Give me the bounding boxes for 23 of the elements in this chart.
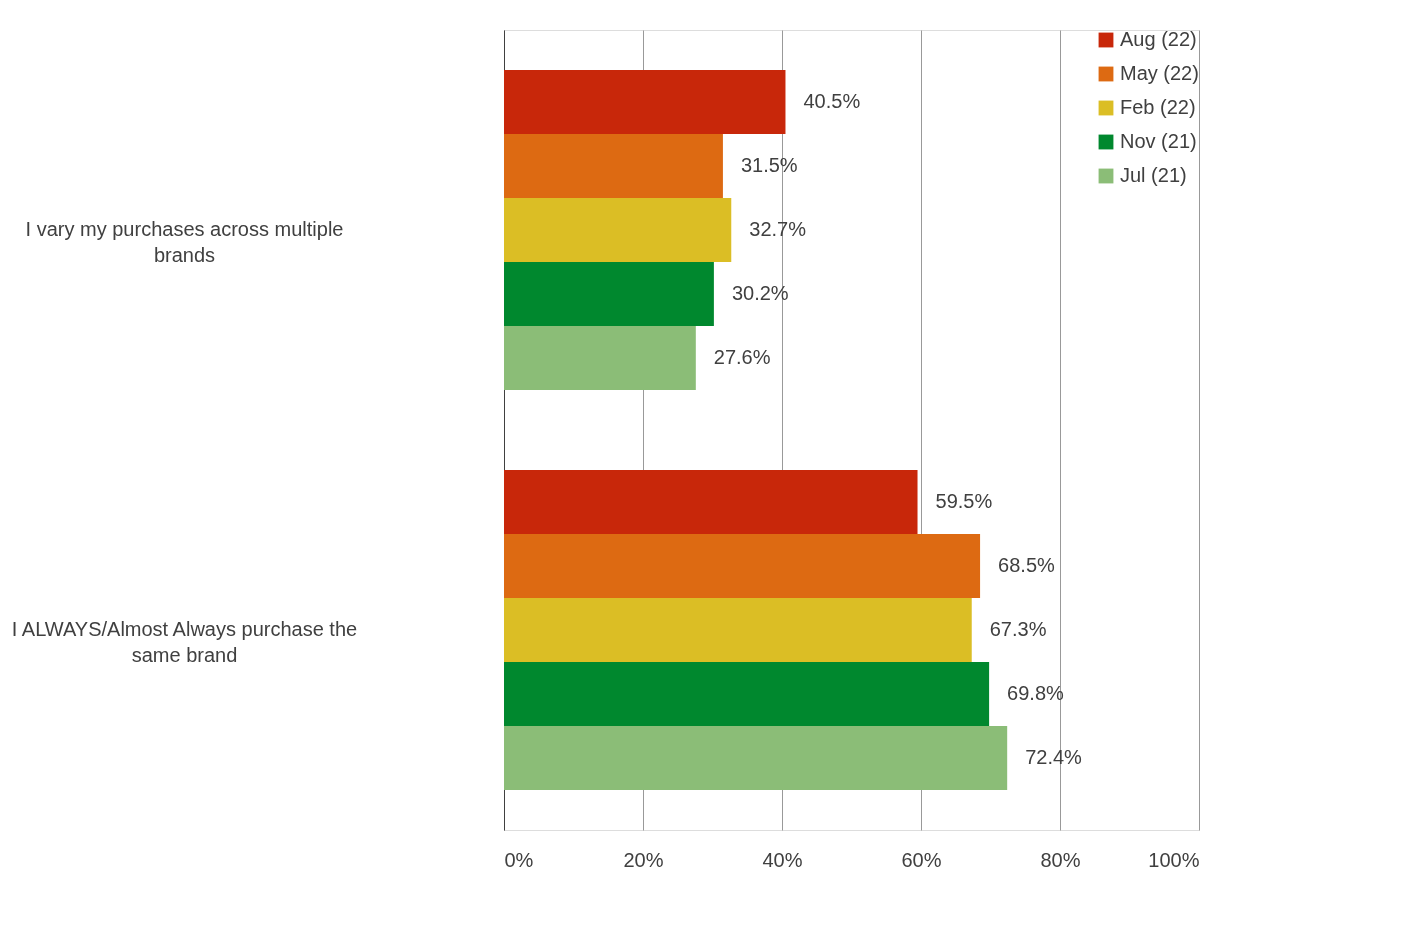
- data-label: 27.6%: [713, 346, 771, 368]
- x-tick-label: 80%: [1040, 848, 1081, 871]
- legend-label: Jul (21): [1120, 164, 1187, 186]
- legend-label: Feb (22): [1120, 96, 1196, 118]
- legend-label: Nov (21): [1120, 130, 1197, 152]
- x-tick-label: 40%: [762, 848, 803, 871]
- data-label: 40.5%: [803, 90, 861, 112]
- data-label: 68.5%: [998, 554, 1055, 576]
- data-label: 30.2%: [731, 282, 789, 304]
- data-label: 67.3%: [989, 618, 1047, 640]
- data-label: 32.7%: [749, 218, 807, 240]
- data-label: 59.5%: [935, 490, 993, 512]
- x-tick-label: 20%: [623, 848, 664, 871]
- y-tick-label: I ALWAYS/Almost Always purchase the same brand: [11, 618, 358, 666]
- legend-label: May (22): [1120, 62, 1199, 84]
- x-tick-label: 100%: [1148, 848, 1200, 871]
- x-tick-label: 60%: [901, 848, 942, 871]
- data-label: 72.4%: [1025, 746, 1083, 768]
- legend-label: Aug (22): [1120, 28, 1197, 50]
- data-label: 31.5%: [740, 154, 798, 176]
- y-tick-label: I vary my purchases across multiple brands: [25, 218, 344, 266]
- x-tick-label: 0%: [504, 848, 534, 871]
- data-label: 69.8%: [1007, 682, 1065, 704]
